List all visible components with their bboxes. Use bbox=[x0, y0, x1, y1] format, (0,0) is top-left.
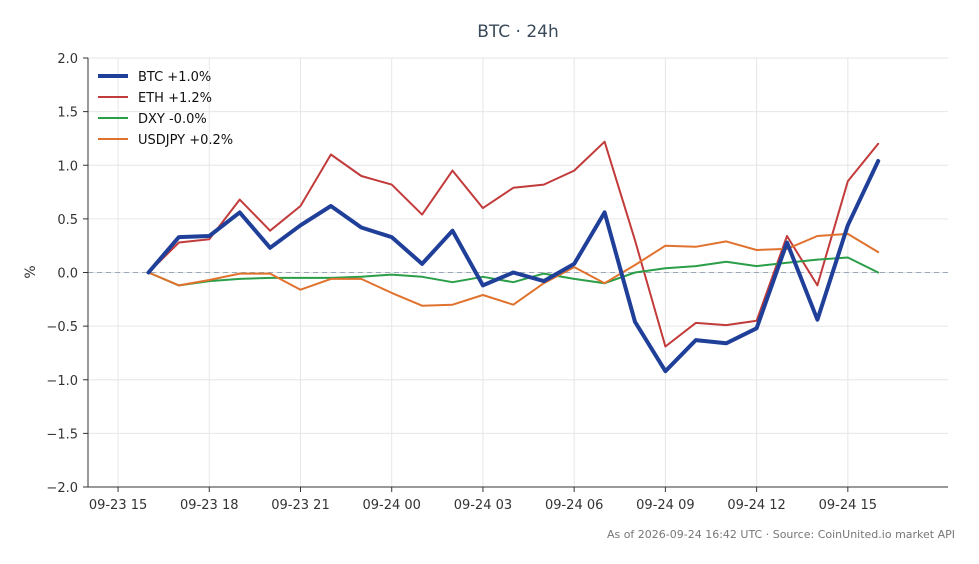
legend-label: BTC +1.0% bbox=[138, 70, 211, 85]
x-tick-label: 09-24 12 bbox=[727, 498, 785, 513]
legend-label: USDJPY +0.2% bbox=[138, 133, 233, 148]
legend-label: ETH +1.2% bbox=[138, 91, 212, 106]
y-tick-label: −2.0 bbox=[46, 481, 78, 496]
series-lines bbox=[146, 140, 881, 374]
x-tick-label: 09-24 15 bbox=[819, 498, 877, 513]
y-tick-label: 1.5 bbox=[57, 106, 78, 121]
series-line-3 bbox=[147, 232, 880, 307]
chart-title: BTC · 24h bbox=[477, 22, 559, 42]
y-axis-label: % bbox=[23, 265, 39, 278]
y-tick-label: 1.0 bbox=[57, 159, 78, 174]
x-tick-label: 09-23 21 bbox=[271, 498, 329, 513]
x-tick-label: 09-24 06 bbox=[545, 498, 603, 513]
y-tick-label: −1.0 bbox=[46, 374, 78, 389]
x-tick-label: 09-23 18 bbox=[180, 498, 238, 513]
x-ticks: 09-23 15 09-23 18 09-23 21 09-24 00 09-24 03… bbox=[89, 487, 877, 513]
series-line-2 bbox=[147, 256, 880, 287]
legend-label: DXY -0.0% bbox=[138, 112, 207, 127]
series-line-0 bbox=[146, 159, 881, 374]
x-tick-label: 09-24 00 bbox=[362, 498, 420, 513]
y-tick-label: −1.5 bbox=[46, 427, 78, 442]
y-tick-label: 2.0 bbox=[57, 52, 78, 67]
y-tick-label: 0.5 bbox=[57, 213, 78, 228]
legend: BTC +1.0% ETH +1.2% DXY -0.0% USDJPY +0.2% bbox=[98, 70, 233, 148]
x-tick-label: 09-24 09 bbox=[636, 498, 694, 513]
footer-source: As of 2026-09-24 16:42 UTC · Source: Coi… bbox=[607, 528, 955, 541]
y-tick-label: 0.0 bbox=[57, 267, 78, 282]
y-tick-label: −0.5 bbox=[46, 320, 78, 335]
x-tick-label: 09-24 03 bbox=[454, 498, 512, 513]
x-tick-label: 09-23 15 bbox=[89, 498, 147, 513]
series-line-1 bbox=[147, 140, 880, 348]
y-ticks: 2.0 1.5 1.0 0.5 0.0 −0.5 −1.0 −1.5 −2.0 bbox=[46, 52, 88, 496]
